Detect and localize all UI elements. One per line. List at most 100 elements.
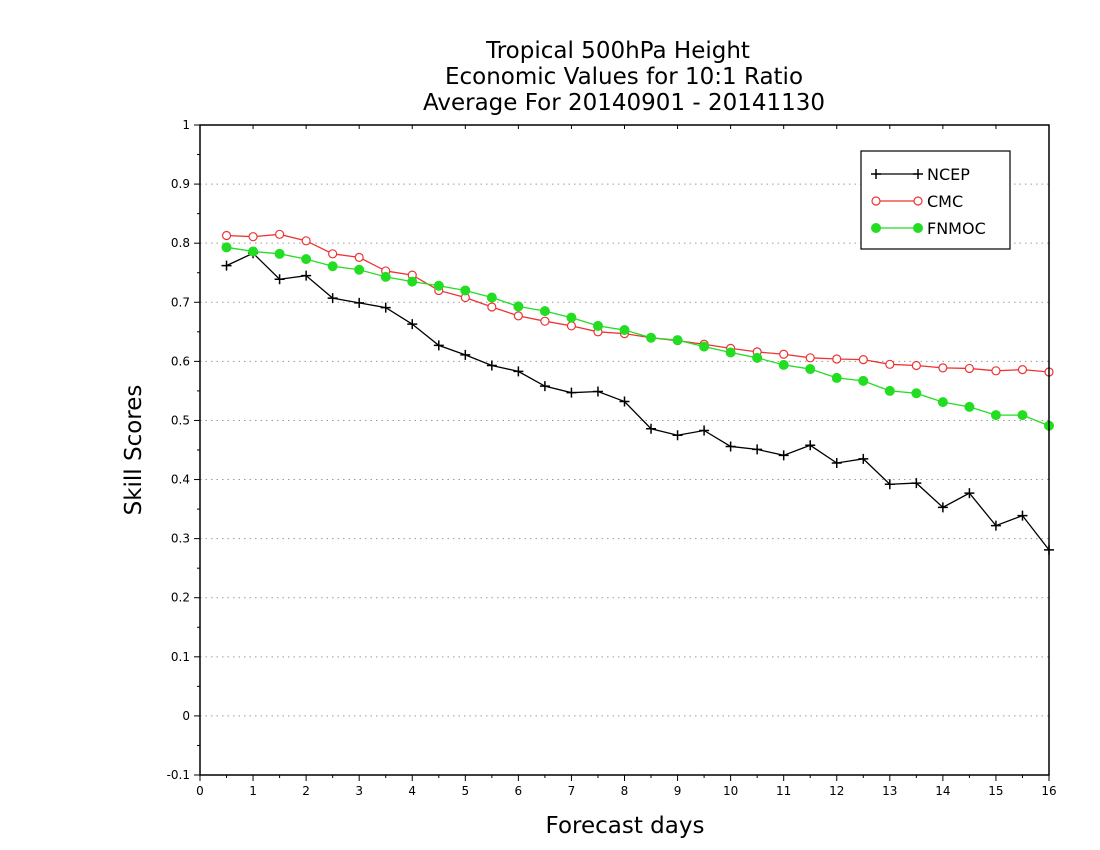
- point-ncep: [699, 425, 710, 436]
- point-fnmoc: [301, 254, 312, 265]
- x-tick-label: 15: [988, 784, 1003, 798]
- legend-label: NCEP: [927, 165, 970, 184]
- x-tick-label: 10: [723, 784, 738, 798]
- series-group: [221, 229, 1054, 555]
- point-fnmoc: [752, 352, 763, 363]
- point-ncep: [619, 396, 630, 407]
- point-cmc: [274, 229, 285, 239]
- point-fnmoc: [354, 264, 365, 275]
- point-ncep: [301, 270, 312, 281]
- x-tick-label: 0: [196, 784, 204, 798]
- title-line-2: Economic Values for 10:1 Ratio: [445, 64, 803, 90]
- point-cmc: [540, 316, 550, 326]
- point-fnmoc: [592, 320, 603, 331]
- series-line-fnmoc: [226, 246, 1050, 427]
- point-fnmoc: [248, 246, 259, 257]
- series-line-cmc: [226, 233, 1050, 373]
- point-ncep: [327, 293, 338, 304]
- point-fnmoc: [1017, 410, 1028, 421]
- chart-title: Tropical 500hPa Height Economic Values f…: [423, 38, 825, 116]
- title-line-1: Tropical 500hPa Height: [485, 38, 750, 64]
- x-tick-label: 11: [776, 784, 791, 798]
- y-tick-label: 0.5: [171, 413, 190, 427]
- title-line-3: Average For 20140901 - 20141130: [423, 90, 825, 116]
- point-fnmoc: [831, 372, 842, 383]
- point-ncep: [778, 450, 789, 461]
- point-cmc: [566, 321, 577, 331]
- point-ncep: [460, 349, 471, 360]
- point-fnmoc: [725, 347, 736, 358]
- point-fnmoc: [990, 410, 1001, 421]
- point-cmc: [832, 354, 842, 364]
- legend-item-fnmoc: FNMOC: [871, 219, 986, 238]
- x-tick-label: 16: [1041, 784, 1056, 798]
- x-tick-label: 3: [355, 784, 363, 798]
- point-ncep: [990, 520, 1001, 531]
- y-tick-label: 0.3: [171, 532, 190, 546]
- x-tick-label: 2: [302, 784, 310, 798]
- point-ncep: [1017, 510, 1028, 521]
- legend-item-ncep: NCEP: [871, 165, 970, 184]
- point-ncep: [513, 366, 524, 377]
- legend: NCEP CMC FNMOC: [860, 150, 1011, 250]
- point-cmc: [248, 232, 258, 242]
- point-fnmoc: [805, 364, 816, 375]
- axes: -0.100.10.20.30.40.50.60.70.80.910 1 2 3 4 5 6…: [167, 118, 1057, 798]
- x-tick-label: 5: [461, 784, 469, 798]
- point-cmc: [301, 236, 311, 246]
- y-tick-label: 0.7: [171, 295, 190, 309]
- legend-marker: [913, 223, 923, 233]
- point-fnmoc: [858, 375, 869, 386]
- legend-marker: [871, 169, 881, 179]
- series-ncep: [221, 248, 1054, 555]
- point-fnmoc: [380, 271, 391, 282]
- y-tick-label: 1: [182, 118, 190, 132]
- point-ncep: [380, 302, 391, 313]
- y-axis-title: Skill Scores: [121, 385, 147, 516]
- point-fnmoc: [274, 248, 285, 259]
- point-cmc: [354, 252, 364, 262]
- point-ncep: [964, 488, 975, 499]
- point-fnmoc: [486, 292, 497, 303]
- point-ncep: [937, 502, 948, 513]
- point-fnmoc: [221, 242, 232, 253]
- gridlines: [200, 183, 1049, 717]
- point-fnmoc: [327, 261, 338, 272]
- point-ncep: [911, 478, 922, 489]
- y-tick-label: 0.4: [171, 473, 190, 487]
- point-ncep: [407, 319, 418, 330]
- point-fnmoc: [911, 388, 922, 399]
- legend-label: CMC: [927, 192, 963, 211]
- point-fnmoc: [699, 341, 710, 352]
- point-ncep: [274, 274, 285, 285]
- x-tick-label: 6: [515, 784, 523, 798]
- point-cmc: [513, 311, 523, 321]
- point-fnmoc: [566, 312, 577, 323]
- point-ncep: [858, 453, 869, 464]
- point-fnmoc: [513, 301, 524, 312]
- y-tick-label: 0.8: [171, 236, 190, 250]
- point-cmc: [911, 360, 921, 371]
- point-fnmoc: [433, 280, 444, 291]
- y-tick-label: 0.6: [171, 354, 190, 368]
- point-cmc: [221, 230, 232, 241]
- point-ncep: [752, 444, 763, 455]
- point-ncep: [221, 260, 232, 271]
- x-tick-label: 4: [408, 784, 416, 798]
- point-fnmoc: [407, 276, 418, 287]
- y-tick-label: 0: [182, 709, 190, 723]
- x-tick-label: 8: [621, 784, 629, 798]
- point-fnmoc: [672, 335, 683, 346]
- point-fnmoc: [884, 385, 895, 396]
- x-tick-label: 12: [829, 784, 844, 798]
- point-cmc: [991, 366, 1001, 376]
- legend-marker: [871, 223, 881, 233]
- point-ncep: [672, 430, 683, 441]
- legend-label: FNMOC: [927, 219, 986, 238]
- x-tick-label: 13: [882, 784, 897, 798]
- point-fnmoc: [964, 401, 975, 412]
- point-ncep: [486, 360, 497, 371]
- point-ncep: [566, 387, 577, 398]
- point-cmc: [487, 302, 497, 312]
